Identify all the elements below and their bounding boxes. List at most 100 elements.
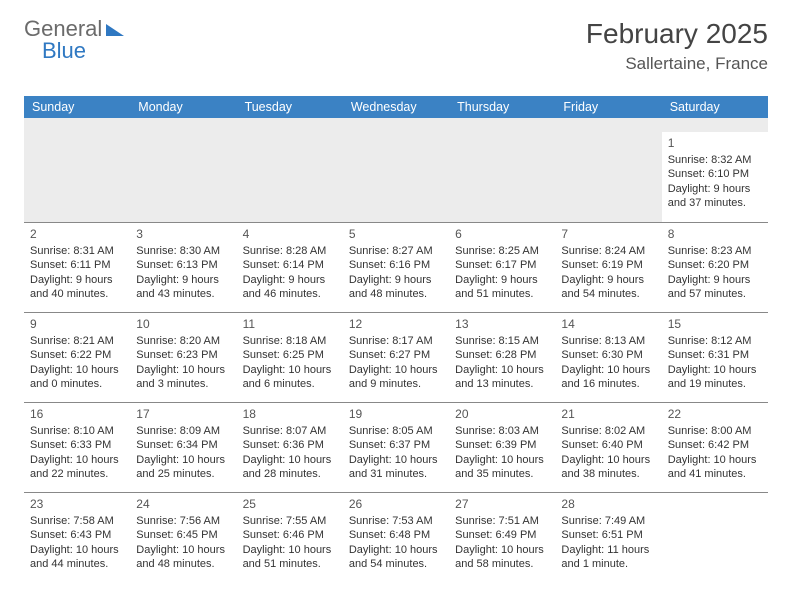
day-cell: 17Sunrise: 8:09 AMSunset: 6:34 PMDayligh… [130, 403, 236, 492]
logo-word1: General [24, 18, 124, 40]
day-info-line: Daylight: 9 hours [668, 273, 762, 287]
day-number: 13 [455, 317, 549, 332]
day-info-line: Sunset: 6:16 PM [349, 258, 443, 272]
day-number: 26 [349, 497, 443, 512]
day-info-line: Daylight: 10 hours [349, 363, 443, 377]
day-info-line: Sunrise: 8:21 AM [30, 334, 124, 348]
day-info-line: and 31 minutes. [349, 467, 443, 481]
day-info-line: Sunrise: 8:32 AM [668, 153, 762, 167]
day-number: 16 [30, 407, 124, 422]
day-info-line: and 46 minutes. [243, 287, 337, 301]
day-number: 24 [136, 497, 230, 512]
day-header: Tuesday [237, 96, 343, 118]
day-cell: 20Sunrise: 8:03 AMSunset: 6:39 PMDayligh… [449, 403, 555, 492]
day-info-line: Daylight: 9 hours [136, 273, 230, 287]
day-number: 14 [561, 317, 655, 332]
day-info-line: Daylight: 10 hours [455, 453, 549, 467]
empty-cell [24, 132, 130, 222]
day-info-line: Sunset: 6:37 PM [349, 438, 443, 452]
day-info-line: and 28 minutes. [243, 467, 337, 481]
day-info-line: Sunrise: 8:17 AM [349, 334, 443, 348]
day-number: 20 [455, 407, 549, 422]
day-info-line: Sunrise: 7:58 AM [30, 514, 124, 528]
header: General Blue February 2025 Sallertaine, … [24, 18, 768, 74]
day-info-line: Daylight: 10 hours [30, 543, 124, 557]
title-block: February 2025 Sallertaine, France [586, 18, 768, 74]
day-header: Sunday [24, 96, 130, 118]
day-cell: 16Sunrise: 8:10 AMSunset: 6:33 PMDayligh… [24, 403, 130, 492]
day-info-line: Sunset: 6:22 PM [30, 348, 124, 362]
empty-cell [130, 132, 236, 222]
logo: General Blue [24, 18, 124, 62]
day-info-line: Sunset: 6:51 PM [561, 528, 655, 542]
day-cell: 5Sunrise: 8:27 AMSunset: 6:16 PMDaylight… [343, 223, 449, 312]
day-info-line: Daylight: 9 hours [455, 273, 549, 287]
day-info-line: Sunset: 6:13 PM [136, 258, 230, 272]
day-info-line: Daylight: 9 hours [243, 273, 337, 287]
day-info-line: and 51 minutes. [455, 287, 549, 301]
day-info-line: Sunrise: 8:27 AM [349, 244, 443, 258]
day-number: 17 [136, 407, 230, 422]
day-info-line: Sunrise: 8:28 AM [243, 244, 337, 258]
day-info-line: Sunset: 6:17 PM [455, 258, 549, 272]
day-cell: 1Sunrise: 8:32 AMSunset: 6:10 PMDaylight… [662, 132, 768, 222]
day-info-line: Sunset: 6:36 PM [243, 438, 337, 452]
day-info-line: Sunset: 6:31 PM [668, 348, 762, 362]
day-info-line: and 16 minutes. [561, 377, 655, 391]
logo-triangle-icon [106, 24, 124, 36]
day-info-line: Sunrise: 8:10 AM [30, 424, 124, 438]
day-info-line: Sunset: 6:34 PM [136, 438, 230, 452]
day-info-line: Sunset: 6:23 PM [136, 348, 230, 362]
day-info-line: Sunrise: 8:12 AM [668, 334, 762, 348]
day-info-line: Sunset: 6:46 PM [243, 528, 337, 542]
day-cell: 10Sunrise: 8:20 AMSunset: 6:23 PMDayligh… [130, 313, 236, 402]
day-info-line: and 40 minutes. [30, 287, 124, 301]
day-info-line: Daylight: 10 hours [668, 363, 762, 377]
day-info-line: Daylight: 10 hours [136, 363, 230, 377]
day-info-line: Sunset: 6:40 PM [561, 438, 655, 452]
day-cell: 14Sunrise: 8:13 AMSunset: 6:30 PMDayligh… [555, 313, 661, 402]
day-number: 2 [30, 227, 124, 242]
day-info-line: Daylight: 9 hours [561, 273, 655, 287]
day-cell: 2Sunrise: 8:31 AMSunset: 6:11 PMDaylight… [24, 223, 130, 312]
day-info-line: and 19 minutes. [668, 377, 762, 391]
day-cell: 22Sunrise: 8:00 AMSunset: 6:42 PMDayligh… [662, 403, 768, 492]
day-number: 11 [243, 317, 337, 332]
day-info-line: Sunrise: 7:53 AM [349, 514, 443, 528]
day-number: 18 [243, 407, 337, 422]
day-info-line: Sunrise: 8:00 AM [668, 424, 762, 438]
day-info-line: and 38 minutes. [561, 467, 655, 481]
day-info-line: Daylight: 10 hours [243, 363, 337, 377]
weeks-container: 1Sunrise: 8:32 AMSunset: 6:10 PMDaylight… [24, 132, 768, 582]
day-info-line: Sunset: 6:33 PM [30, 438, 124, 452]
day-info-line: Daylight: 10 hours [455, 363, 549, 377]
day-header: Wednesday [343, 96, 449, 118]
blank-strip [24, 118, 768, 132]
day-cell: 4 Sunrise: 8:28 AMSunset: 6:14 PMDaylight… [237, 223, 343, 312]
day-info-line: Daylight: 11 hours [561, 543, 655, 557]
day-info-line: Sunrise: 8:15 AM [455, 334, 549, 348]
day-info-line: and 22 minutes. [30, 467, 124, 481]
empty-cell [555, 132, 661, 222]
day-info-line: and 25 minutes. [136, 467, 230, 481]
day-cell: 3Sunrise: 8:30 AMSunset: 6:13 PMDaylight… [130, 223, 236, 312]
day-cell: 15Sunrise: 8:12 AMSunset: 6:31 PMDayligh… [662, 313, 768, 402]
day-cell: 28Sunrise: 7:49 AMSunset: 6:51 PMDayligh… [555, 493, 661, 582]
day-info-line: Sunrise: 8:24 AM [561, 244, 655, 258]
day-info-line: Daylight: 10 hours [668, 453, 762, 467]
day-info-line: and 48 minutes. [136, 557, 230, 571]
empty-cell [237, 132, 343, 222]
day-info-line: Sunrise: 8:07 AM [243, 424, 337, 438]
day-info-line: and 0 minutes. [30, 377, 124, 391]
day-cell: 12Sunrise: 8:17 AMSunset: 6:27 PMDayligh… [343, 313, 449, 402]
day-number: 4 [243, 227, 337, 242]
week-row: 2Sunrise: 8:31 AMSunset: 6:11 PMDaylight… [24, 222, 768, 312]
day-info-line: Sunset: 6:45 PM [136, 528, 230, 542]
day-number: 27 [455, 497, 549, 512]
day-cell: 26Sunrise: 7:53 AMSunset: 6:48 PMDayligh… [343, 493, 449, 582]
day-number: 3 [136, 227, 230, 242]
day-info-line: Sunset: 6:14 PM [243, 258, 337, 272]
day-info-line: and 58 minutes. [455, 557, 549, 571]
day-info-line: Daylight: 10 hours [455, 543, 549, 557]
day-info-line: Daylight: 10 hours [349, 453, 443, 467]
